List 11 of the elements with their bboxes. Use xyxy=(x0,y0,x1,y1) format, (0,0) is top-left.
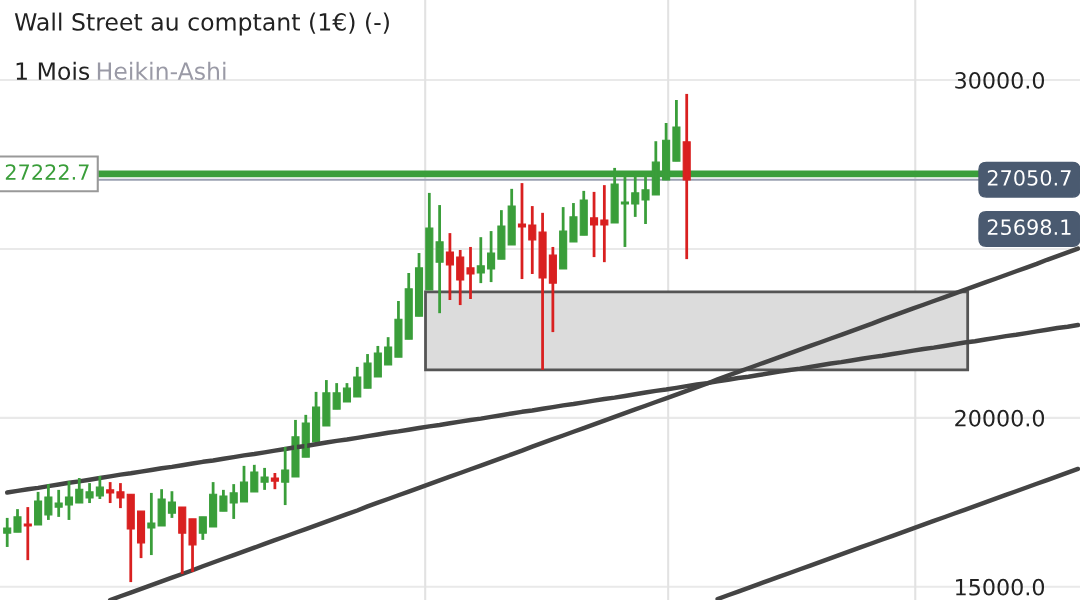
y-tick-label: 15000.0 xyxy=(956,578,1045,596)
y-tick-label: 30000.0 xyxy=(955,72,1045,89)
y-tick-label: 20000.0 xyxy=(955,409,1045,427)
candlestick xyxy=(517,181,527,281)
text: 1 Mois xyxy=(16,61,90,81)
line-series xyxy=(715,466,1080,600)
annotation: 25698.1 xyxy=(987,219,1071,236)
ref-line-label: 27050.7 xyxy=(987,169,1071,186)
text: Wall Street au comptant (1€) (-) xyxy=(14,12,389,36)
annotation: Heikin-Ashi xyxy=(97,61,226,81)
ref-line-label: 27222.7 xyxy=(5,164,89,180)
